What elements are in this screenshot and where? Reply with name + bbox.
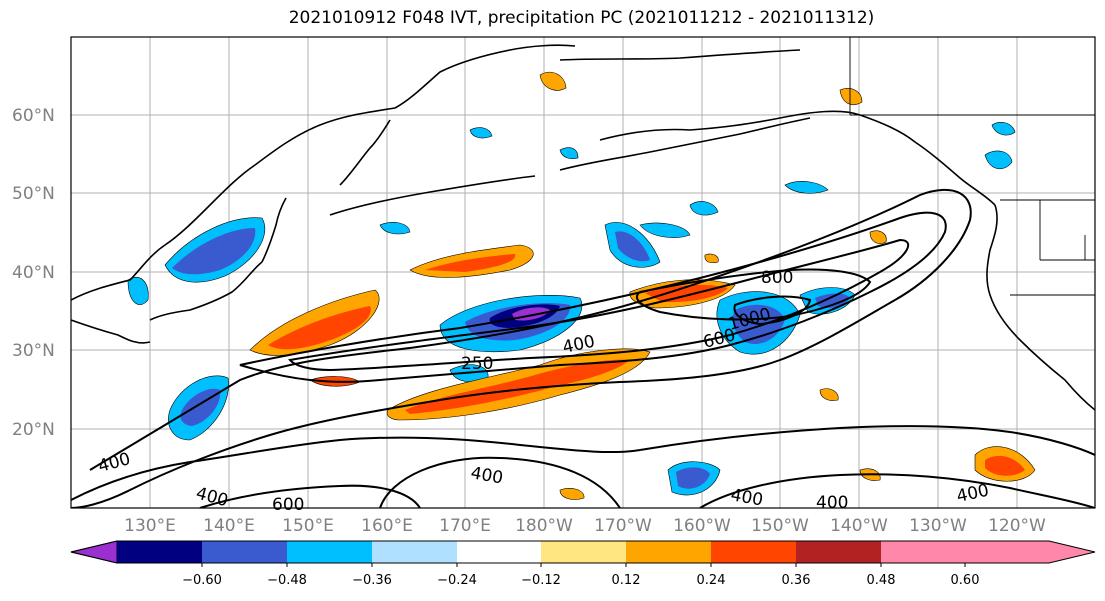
- map-title: 2021010912 F048 IVT, precipitation PC (2…: [288, 8, 875, 28]
- lon-label: 170°E: [439, 516, 491, 536]
- colorbar-tick: −0.36: [352, 573, 392, 588]
- lon-labels: 130°E 140°E 150°E 160°E 170°E 180°W 170°…: [124, 516, 1046, 536]
- colorbar-swatch: [287, 541, 372, 563]
- colorbar-extend-left: [70, 540, 118, 564]
- colorbar-swatch: [711, 541, 796, 563]
- ivt-contours: [71, 188, 1095, 508]
- contour-label: 800: [761, 268, 793, 288]
- lon-label: 160°E: [361, 516, 413, 536]
- colorbar: −0.60 −0.48 −0.36 −0.24 −0.12 0.12 0.24 …: [70, 540, 1096, 588]
- lon-label: 150°E: [282, 516, 334, 536]
- contour-label: 400: [816, 493, 848, 513]
- lon-label: 120°W: [988, 516, 1046, 536]
- colorbar-tick: −0.48: [267, 573, 307, 588]
- colorbar-outline: [70, 540, 1096, 564]
- colorbar-tick: −0.12: [521, 573, 561, 588]
- lon-label: 160°W: [673, 516, 731, 536]
- lon-label: 130°W: [909, 516, 967, 536]
- lat-label: 20°N: [12, 420, 55, 440]
- colorbar-swatch: [372, 541, 457, 563]
- colorbar-extend-right: [965, 541, 1095, 563]
- colorbar-swatch: [457, 541, 541, 563]
- colorbar-tick: 0.24: [697, 573, 726, 588]
- lon-label: 170°W: [594, 516, 652, 536]
- map-border: [70, 36, 1096, 509]
- colorbar-tick: −0.24: [437, 573, 477, 588]
- contour-label: 250: [461, 354, 493, 374]
- precip-shading: [127, 71, 1036, 500]
- coastlines: [71, 44, 1095, 411]
- colorbar-swatch: [881, 541, 965, 563]
- lon-label: 140°W: [830, 516, 888, 536]
- borders: [849, 37, 1095, 296]
- lat-label: 30°N: [12, 341, 55, 361]
- colorbar-tick: 0.36: [782, 573, 811, 588]
- colorbar-tick: 0.60: [951, 573, 980, 588]
- lat-label: 40°N: [12, 263, 55, 283]
- colorbar-swatch: [796, 541, 881, 563]
- lon-label: 130°E: [124, 516, 176, 536]
- lon-label: 140°E: [203, 516, 255, 536]
- colorbar-swatch: [202, 541, 287, 563]
- colorbar-swatch: [117, 541, 202, 563]
- colorbar-swatch: [626, 541, 711, 563]
- contour-label: 600: [272, 495, 304, 515]
- lat-labels: 60°N 50°N 40°N 30°N 20°N: [12, 106, 55, 440]
- lon-label: 180°W: [515, 516, 573, 536]
- colorbar-tick: 0.48: [867, 573, 896, 588]
- colorbar-swatch: [541, 541, 626, 563]
- lon-label: 150°W: [751, 516, 809, 536]
- lat-label: 50°N: [12, 184, 55, 204]
- lat-label: 60°N: [12, 106, 55, 126]
- colorbar-tick: −0.60: [182, 573, 222, 588]
- colorbar-tick: 0.12: [612, 573, 641, 588]
